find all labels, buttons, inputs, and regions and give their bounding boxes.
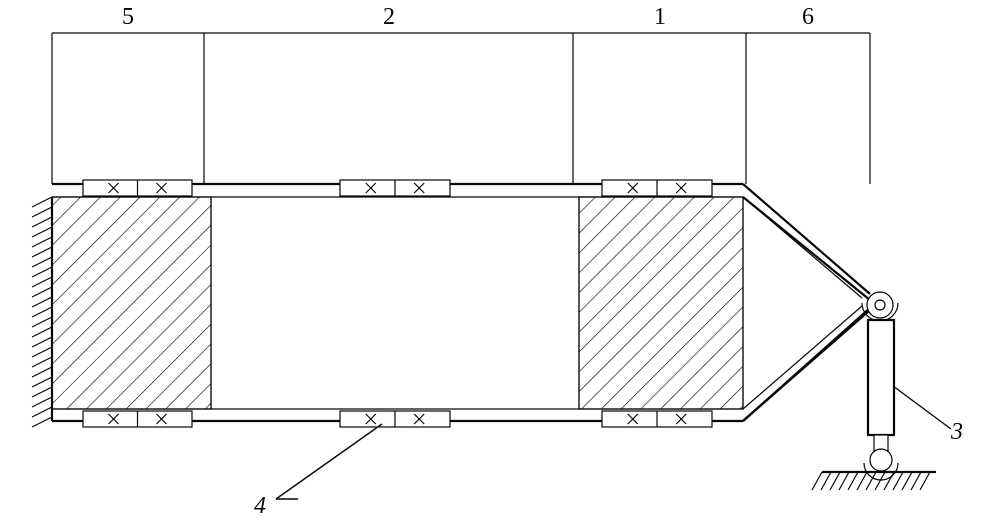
ground <box>812 472 936 490</box>
label-n5: 5 <box>122 4 134 30</box>
nose-triangle <box>743 184 870 421</box>
label-n3: 3 <box>950 419 963 445</box>
main-body <box>52 184 743 421</box>
piston-support <box>862 292 898 480</box>
label-n1: 1 <box>654 4 666 30</box>
label-n4: 4 <box>254 493 266 519</box>
top-dimension-frame <box>52 33 870 184</box>
left-wall <box>32 197 52 427</box>
label-n2: 2 <box>383 4 395 30</box>
label-n6: 6 <box>802 4 814 30</box>
